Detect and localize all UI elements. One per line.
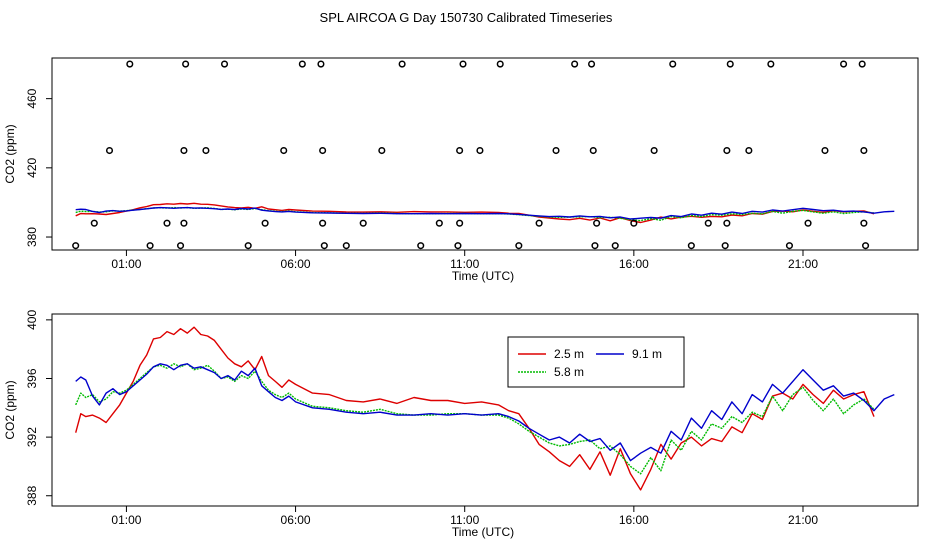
x-tick-label: 16:00 bbox=[619, 513, 649, 527]
series-line-9-1-mm bbox=[75, 363, 895, 462]
x-axis-label: Time (UTC) bbox=[452, 269, 514, 283]
reference-point bbox=[726, 60, 734, 68]
x-tick-label: 06:00 bbox=[281, 513, 311, 527]
y-axis-label: CO2 (ppm) bbox=[3, 124, 17, 183]
reference-point bbox=[126, 60, 134, 68]
reference-point bbox=[244, 242, 252, 250]
x-tick-label: 11:00 bbox=[450, 257, 479, 271]
series-line-5-8-mm bbox=[75, 363, 875, 475]
reference-point bbox=[821, 146, 829, 155]
reference-point bbox=[319, 146, 327, 155]
reference-point bbox=[858, 60, 866, 68]
bottom-panel: 01:00 06:00 11:00 16:00 21:00 388 392 396 400 Tim… bbox=[3, 310, 919, 539]
reference-point bbox=[650, 146, 658, 155]
series-line-2-5-mm bbox=[75, 326, 875, 491]
reference-point bbox=[745, 146, 753, 155]
y-tick-label: 400 bbox=[25, 310, 39, 330]
top-panel: 01:00 06:00 11:00 16:00 21:00 380 420 460 Time (… bbox=[3, 57, 919, 283]
reference-point bbox=[840, 60, 848, 68]
reference-point bbox=[860, 146, 868, 155]
data-layer bbox=[75, 202, 895, 224]
reference-point bbox=[767, 60, 775, 68]
reference-point bbox=[535, 219, 543, 227]
reference-point bbox=[317, 60, 325, 68]
x-tick-label: 21:00 bbox=[788, 257, 818, 271]
plot-frame bbox=[51, 313, 919, 507]
reference-point bbox=[723, 146, 731, 155]
reference-point bbox=[320, 242, 328, 250]
reference-point bbox=[571, 60, 579, 68]
reference-point bbox=[552, 146, 560, 155]
reference-point bbox=[785, 242, 794, 250]
reference-point bbox=[456, 219, 464, 227]
reference-point bbox=[202, 146, 210, 155]
x-tick-label: 21:00 bbox=[788, 513, 818, 527]
chart-title: SPL AIRCOA G Day 150730 Calibrated Times… bbox=[320, 10, 613, 25]
legend-box bbox=[507, 336, 685, 388]
reference-point bbox=[182, 60, 190, 68]
reference-point bbox=[378, 146, 386, 155]
reference-point bbox=[72, 242, 80, 250]
reference-point bbox=[435, 219, 443, 227]
reference-point bbox=[515, 242, 523, 250]
reference-point bbox=[611, 242, 619, 250]
reference-point bbox=[417, 242, 425, 250]
reference-point bbox=[588, 60, 596, 68]
reference-point bbox=[496, 60, 504, 68]
y-tick-label: 388 bbox=[25, 485, 39, 505]
reference-point bbox=[298, 60, 306, 68]
reference-point bbox=[860, 219, 868, 227]
reference-point bbox=[146, 242, 154, 250]
reference-point bbox=[593, 219, 601, 227]
reference-point bbox=[687, 242, 695, 250]
reference-point bbox=[280, 146, 288, 155]
data-layer bbox=[75, 326, 895, 491]
x-axis-label: Time (UTC) bbox=[452, 525, 514, 539]
reference-point bbox=[804, 219, 812, 227]
reference-point bbox=[862, 242, 870, 250]
legend-label: 9.1 m bbox=[632, 347, 662, 361]
x-tick-label: 11:00 bbox=[450, 513, 479, 527]
reference-point bbox=[163, 219, 171, 227]
series-line-9-1-mm bbox=[75, 206, 895, 220]
y-axis-label: CO2 (ppm) bbox=[3, 380, 17, 439]
x-tick-label: 01:00 bbox=[111, 257, 141, 271]
y-tick-label: 380 bbox=[25, 227, 39, 247]
reference-point bbox=[456, 146, 464, 155]
y-tick-label: 396 bbox=[25, 368, 39, 388]
reference-point bbox=[630, 219, 638, 227]
reference-point bbox=[589, 146, 597, 155]
reference-point bbox=[723, 219, 731, 227]
reference-point bbox=[319, 219, 327, 227]
reference-point bbox=[704, 219, 712, 227]
reference-point bbox=[459, 60, 467, 68]
reference-point bbox=[180, 219, 188, 227]
reference-point bbox=[176, 242, 185, 250]
reference-point bbox=[476, 146, 484, 155]
reference-point bbox=[591, 242, 599, 250]
y-tick-label: 392 bbox=[25, 427, 39, 447]
x-tick-label: 06:00 bbox=[281, 257, 311, 271]
y-tick-label: 420 bbox=[25, 158, 39, 178]
reference-point bbox=[359, 219, 367, 227]
reference-point bbox=[398, 60, 406, 68]
x-tick-label: 16:00 bbox=[619, 257, 649, 271]
y-tick-label: 460 bbox=[25, 88, 39, 108]
reference-point bbox=[90, 219, 98, 227]
reference-point bbox=[454, 242, 462, 250]
series-line-2-5-mm bbox=[75, 202, 875, 224]
legend-label: 2.5 m bbox=[554, 347, 584, 361]
reference-point bbox=[105, 146, 114, 155]
reference-point bbox=[180, 146, 188, 155]
reference-point bbox=[342, 242, 350, 250]
reference-point bbox=[721, 242, 729, 250]
x-tick-label: 01:00 bbox=[111, 513, 141, 527]
reference-point bbox=[261, 219, 269, 227]
reference-point bbox=[220, 60, 229, 68]
plot-frame bbox=[51, 57, 919, 251]
reference-point bbox=[669, 60, 677, 68]
legend-label: 5.8 m bbox=[554, 365, 584, 379]
